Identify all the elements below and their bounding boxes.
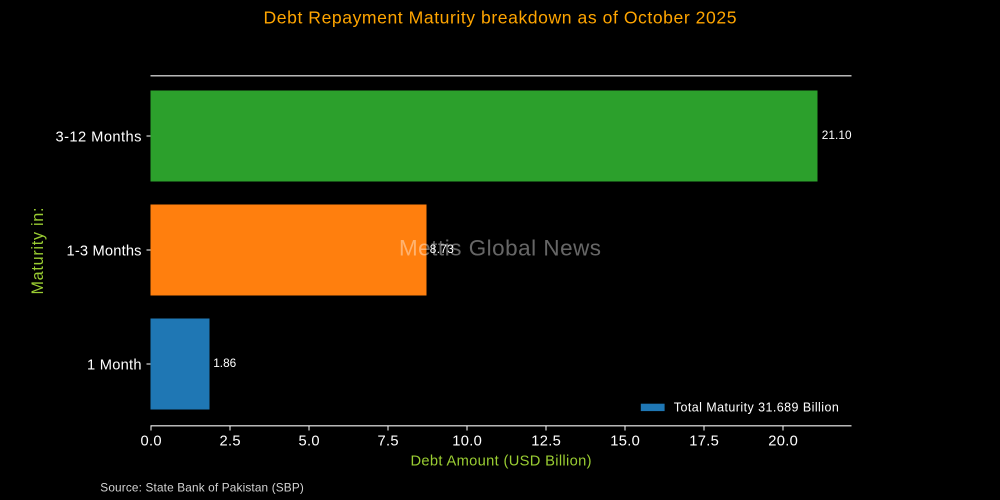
svg-text:1-3 Months: 1-3 Months bbox=[67, 244, 142, 260]
svg-text:Mettis Global News: Mettis Global News bbox=[399, 236, 601, 261]
svg-text:1 Month: 1 Month bbox=[87, 358, 142, 374]
svg-text:3-12 Months: 3-12 Months bbox=[56, 130, 142, 146]
svg-text:Source: State Bank of Pakistan: Source: State Bank of Pakistan (SBP) bbox=[100, 480, 304, 494]
svg-text:0.0: 0.0 bbox=[141, 434, 162, 450]
svg-text:Total Maturity 31.689 Billion: Total Maturity 31.689 Billion bbox=[674, 401, 839, 415]
svg-text:5.0: 5.0 bbox=[299, 434, 320, 450]
svg-text:10.0: 10.0 bbox=[452, 434, 482, 450]
svg-text:8.73: 8.73 bbox=[430, 242, 454, 256]
svg-text:21.10: 21.10 bbox=[822, 128, 852, 142]
svg-text:15.0: 15.0 bbox=[610, 434, 640, 450]
svg-text:Maturity in:: Maturity in: bbox=[29, 208, 47, 295]
svg-text:Debt Repayment Maturity breakd: Debt Repayment Maturity breakdown as of … bbox=[264, 7, 737, 27]
svg-text:20.0: 20.0 bbox=[768, 434, 798, 450]
svg-text:1.86: 1.86 bbox=[213, 356, 236, 370]
svg-text:17.5: 17.5 bbox=[689, 434, 719, 450]
svg-text:7.5: 7.5 bbox=[378, 434, 399, 450]
svg-text:12.5: 12.5 bbox=[531, 434, 561, 450]
svg-text:2.5: 2.5 bbox=[220, 434, 241, 450]
svg-text:Debt Amount (USD Billion): Debt Amount (USD Billion) bbox=[411, 454, 592, 470]
